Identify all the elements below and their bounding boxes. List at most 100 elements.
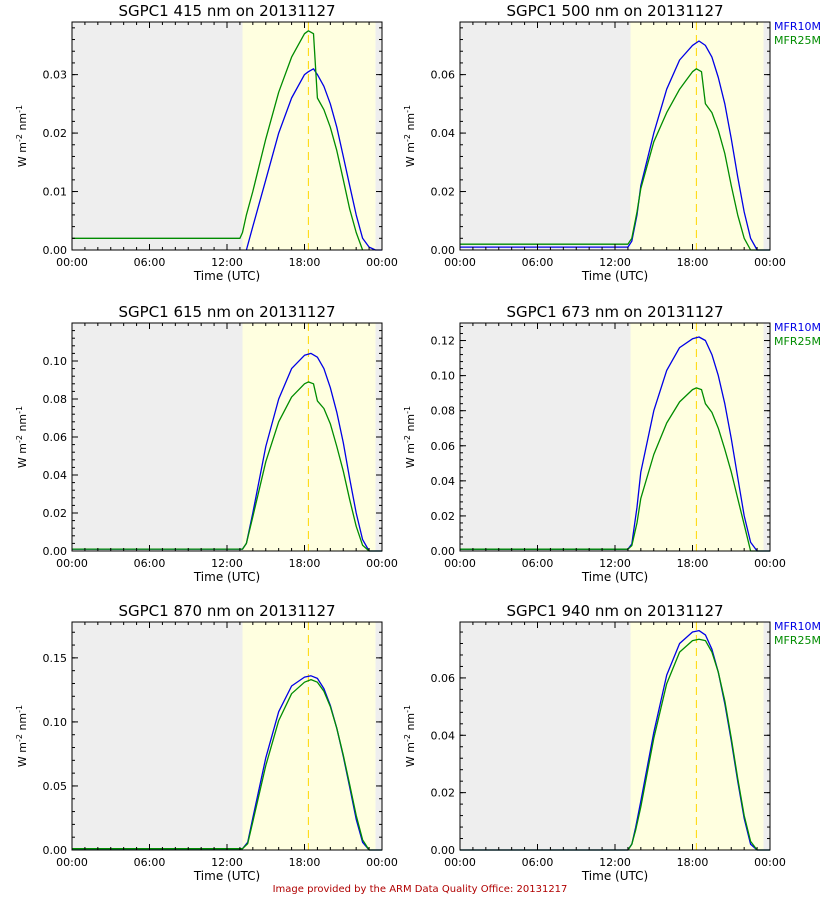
night-shade [460,622,631,850]
x-tick-label: 18:00 [289,856,321,869]
daylight-shade [630,22,764,250]
x-tick-label: 00:00 [366,557,398,570]
x-tick-label: 12:00 [599,256,631,269]
y-tick-label: 0.10 [431,370,456,383]
night-shade [763,22,770,250]
y-tick-label: 0.05 [43,780,68,793]
x-tick-label: 00:00 [56,557,88,570]
x-tick-label: 06:00 [522,856,554,869]
x-tick-label: 00:00 [754,856,786,869]
y-tick-label: 0.02 [43,507,68,520]
x-tick-label: 00:00 [56,256,88,269]
chart-title: SGPC1 673 nm on 20131127 [506,303,723,321]
x-tick-label: 12:00 [599,856,631,869]
night-shade [763,323,770,551]
y-axis-label: W m-2 nm-1 [403,105,418,167]
series-line-mfr25m [460,68,770,251]
y-tick-label: 0.06 [431,440,456,453]
y-tick-label: 0.15 [43,652,68,665]
x-tick-label: 00:00 [444,856,476,869]
legend-entry-mfr25m: MFR25M [774,34,821,47]
x-tick-label: 06:00 [522,557,554,570]
y-tick-label: 0.02 [431,787,456,800]
y-tick-label: 0.00 [431,545,456,558]
series-line-mfr10m [72,675,382,851]
daylight-shade [630,323,764,551]
night-shade [763,622,770,850]
x-tick-label: 12:00 [211,256,243,269]
x-axis-label: Time (UTC) [581,869,648,883]
x-tick-label: 06:00 [522,256,554,269]
x-tick-label: 00:00 [56,856,88,869]
chart-panel-2: 00:00 06:00 12:00 18:00 00:000.000.020.040.0… [403,2,821,283]
night-shade [72,323,243,551]
y-tick-label: 0.10 [43,716,68,729]
y-tick-label: 0.06 [431,69,456,82]
x-tick-label: 18:00 [677,256,709,269]
chart-title: SGPC1 870 nm on 20131127 [118,602,335,620]
x-axis-label: Time (UTC) [581,269,648,283]
series-line-mfr10m [460,336,770,552]
y-tick-label: 0.04 [431,127,456,140]
y-tick-label: 0.10 [43,355,68,368]
chart-title: SGPC1 940 nm on 20131127 [506,602,723,620]
x-tick-label: 00:00 [754,557,786,570]
series-line-mfr25m [460,387,770,552]
x-axis-label: Time (UTC) [581,570,648,584]
x-tick-label: 06:00 [134,256,166,269]
x-axis-label: Time (UTC) [193,269,260,283]
series-line-mfr25m [72,678,382,851]
y-tick-label: 0.00 [43,844,68,857]
x-axis-label: Time (UTC) [193,570,260,584]
y-tick-label: 0.00 [43,244,68,257]
night-shade [375,622,382,850]
night-shade [375,22,382,250]
legend-entry-mfr25m: MFR25M [774,335,821,348]
x-tick-label: 12:00 [211,557,243,570]
chart-title: SGPC1 500 nm on 20131127 [506,2,723,20]
series-line-mfr10m [72,352,382,552]
chart-title: SGPC1 415 nm on 20131127 [118,2,335,20]
y-tick-label: 0.01 [43,186,68,199]
series-line-mfr25m [460,638,770,851]
x-tick-label: 18:00 [289,557,321,570]
x-tick-label: 00:00 [366,256,398,269]
night-shade [460,22,631,250]
y-tick-label: 0.08 [431,405,456,418]
x-tick-label: 06:00 [134,557,166,570]
y-tick-label: 0.08 [43,393,68,406]
x-tick-label: 00:00 [754,256,786,269]
y-tick-label: 0.04 [431,729,456,742]
x-tick-label: 00:00 [366,856,398,869]
footer-note: Image provided by the ARM Data Quality O… [272,884,568,895]
chart-panel-5: 00:00 06:00 12:00 18:00 00:000.000.050.100.1… [15,602,398,883]
y-tick-label: 0.02 [43,127,68,140]
legend-entry-mfr10m: MFR10M [774,321,821,334]
y-tick-label: 0.00 [431,844,456,857]
night-shade [460,323,631,551]
chart-title: SGPC1 615 nm on 20131127 [118,303,335,321]
series-line-mfr25m [72,30,364,251]
y-axis-label: W m-2 nm-1 [15,406,30,468]
x-tick-label: 18:00 [677,557,709,570]
x-tick-label: 12:00 [599,557,631,570]
y-tick-label: 0.12 [431,335,456,348]
y-tick-label: 0.06 [431,672,456,685]
x-tick-label: 12:00 [211,856,243,869]
x-axis-label: Time (UTC) [193,869,260,883]
y-axis-label: W m-2 nm-1 [15,105,30,167]
y-axis-label: W m-2 nm-1 [403,406,418,468]
x-tick-label: 18:00 [677,856,709,869]
y-tick-label: 0.06 [43,431,68,444]
y-axis-label: W m-2 nm-1 [15,705,30,767]
x-tick-label: 00:00 [444,256,476,269]
chart-panel-1: 00:00 06:00 12:00 18:00 00:000.000.010.020.0… [15,2,398,283]
x-tick-label: 00:00 [444,557,476,570]
chart-panel-6: 00:00 06:00 12:00 18:00 00:000.000.020.040.0… [403,602,821,883]
legend-entry-mfr25m: MFR25M [774,634,821,647]
night-shade [72,622,243,850]
chart-panel-4: 00:00 06:00 12:00 18:00 00:000.000.020.040.0… [403,303,821,584]
y-tick-label: 0.02 [431,510,456,523]
legend-entry-mfr10m: MFR10M [774,20,821,33]
